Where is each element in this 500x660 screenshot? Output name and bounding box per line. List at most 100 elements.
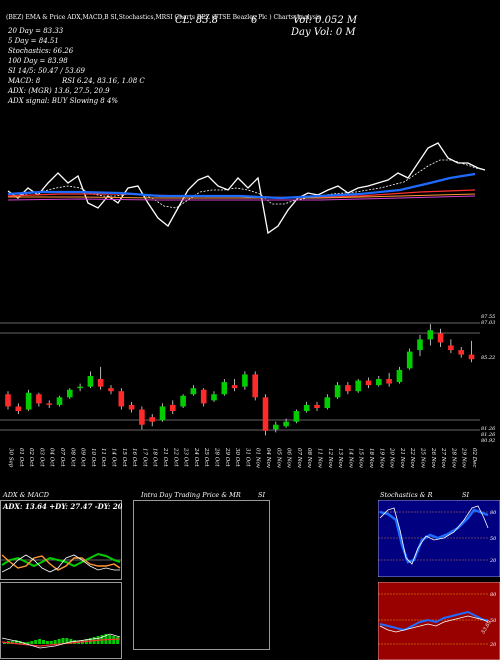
- date-label: 19 Nov: [378, 448, 384, 469]
- adx-signal-label: ADX signal: BUY Slowing 8 4%: [8, 97, 119, 105]
- macd-bar: [30, 641, 34, 644]
- date-label: 18 Nov: [368, 448, 374, 469]
- candle-body: [262, 397, 269, 431]
- macd-bar: [104, 634, 108, 644]
- price-tick: 81.26: [481, 426, 496, 432]
- date-label: 18 Oct: [152, 448, 158, 467]
- date-label: 02 Oct: [28, 448, 34, 467]
- candle-body: [211, 394, 217, 401]
- macd-bar: [38, 639, 42, 644]
- rsi-tick: 80: [490, 592, 497, 598]
- candle-body: [406, 351, 413, 369]
- stoch-si-label: SI: [462, 491, 470, 499]
- date-label: 22 Oct: [172, 447, 178, 467]
- candle-body: [180, 395, 186, 407]
- date-label: 30 Oct: [234, 448, 240, 467]
- candle-body: [437, 333, 444, 343]
- candle-body: [221, 382, 228, 395]
- candle-body: [170, 404, 176, 412]
- macd-bar: [112, 636, 116, 644]
- macd-bar: [42, 640, 45, 644]
- date-label: 10 Oct: [90, 448, 96, 467]
- price-tick: 87.55: [481, 314, 495, 320]
- date-label: 15 Oct: [121, 448, 127, 467]
- date-label: 17 Oct: [141, 448, 147, 467]
- macd-bar: [53, 640, 57, 644]
- date-label: 03 Oct: [38, 448, 44, 467]
- macd-bar: [26, 642, 30, 644]
- date-label: 05 Nov: [275, 448, 281, 469]
- minus-di-line: [1, 554, 121, 571]
- candle-body: [376, 379, 382, 386]
- stoch-tick: 80: [490, 510, 497, 516]
- date-label: 11 Oct: [100, 448, 106, 467]
- close-price-label: CL: 83.8: [175, 15, 219, 26]
- date-label: 02 Dec: [471, 448, 477, 468]
- date-label: 13 Nov: [337, 448, 343, 469]
- candles: [5, 324, 475, 436]
- rsi-line: [379, 610, 488, 632]
- candle-body: [97, 379, 104, 387]
- candle-body: [36, 394, 42, 404]
- price-tick: 81.26: [481, 432, 496, 438]
- price-line: [7, 142, 486, 235]
- intraday-panel: [133, 500, 270, 650]
- ma100-label: 100 Day = 83.98: [8, 57, 68, 65]
- date-label: 28 Oct: [214, 447, 220, 467]
- date-label: 07 Nov: [296, 448, 302, 469]
- candle-body: [314, 404, 320, 408]
- candle-body: [56, 397, 63, 405]
- date-label: 31 Oct: [244, 448, 250, 467]
- date-label: 30 Sep: [8, 448, 14, 468]
- macd-panel: [0, 582, 122, 659]
- candle-body: [118, 391, 125, 407]
- date-label: 15 Nov: [358, 448, 364, 469]
- macd-bar: [14, 640, 18, 644]
- candle-body: [77, 386, 83, 389]
- adx-label: ADX: (MGR) 13.6, 27.5, 20.9: [8, 87, 110, 95]
- date-label: 21 Oct: [162, 447, 168, 467]
- macd-bar: [65, 638, 69, 644]
- intraday-si-label: SI: [258, 491, 266, 499]
- stochastics-panel: 80 50 20: [378, 500, 500, 577]
- mrsi-line: [379, 615, 489, 633]
- date-label: 29 Nov: [461, 447, 467, 469]
- candle-body: [417, 339, 423, 351]
- date-label: 26 Nov: [430, 447, 436, 469]
- macd-bar: [18, 641, 22, 644]
- macd-bar: [49, 641, 53, 644]
- macd-bar: [45, 641, 49, 644]
- candle-body: [252, 374, 258, 398]
- candle-body: [427, 330, 434, 340]
- candle-body: [303, 404, 310, 412]
- ema-magenta-line: [7, 195, 476, 201]
- date-label: 21 Nov: [399, 447, 405, 469]
- macd-label: MACD: 8: [8, 77, 41, 85]
- candle-body: [345, 385, 351, 392]
- candle-body: [273, 424, 279, 430]
- rsi-panel: 80 50 20 53.69: [378, 582, 500, 660]
- date-label: 04 Nov: [265, 448, 271, 469]
- date-label: 16 Oct: [131, 448, 137, 467]
- price-tick: 80.92: [481, 438, 495, 444]
- date-label: 08 Oct: [69, 448, 75, 467]
- adx-values: ADX: 13.64 +DY: 27.47 -DY: 20.88: [2, 502, 122, 511]
- candle-body: [468, 354, 475, 360]
- date-label: 04 Oct: [49, 448, 55, 467]
- ma5-label: 5 Day = 84.51: [8, 37, 59, 45]
- date-label: 01 Nov: [255, 448, 261, 469]
- ema-blue-line: [7, 172, 476, 200]
- date-label: 01 Oct: [18, 448, 24, 467]
- macd-bar: [34, 640, 38, 644]
- candle-body: [396, 369, 403, 383]
- ma20-label: 20 Day = 83.33: [8, 27, 64, 35]
- date-label: 22 Nov: [409, 447, 415, 469]
- candle-body: [108, 388, 114, 392]
- date-label: 29 Oct: [224, 447, 230, 467]
- candle-body: [159, 406, 166, 421]
- date-axis: 30 Sep 01 Oct 02 Oct 03 Oct 04 Oct 07 Oct 08 O…: [8, 447, 478, 469]
- candle-body: [293, 411, 300, 422]
- stoch-panel-title: Stochastics & R: [380, 491, 433, 499]
- candle-body: [283, 421, 289, 427]
- candle-body: [324, 397, 331, 408]
